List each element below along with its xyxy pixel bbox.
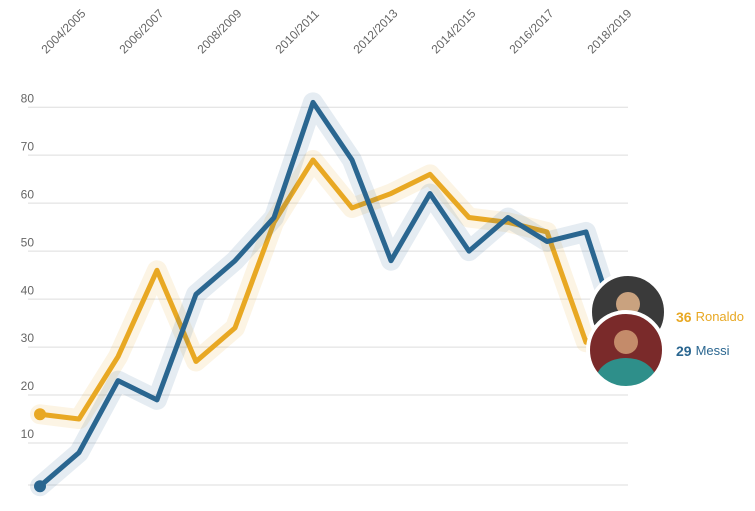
start-dot: [34, 480, 46, 493]
y-tick-label: 30: [21, 331, 35, 345]
photo-face: [616, 292, 640, 316]
x-tick-label: 2018/2019: [584, 6, 634, 56]
y-tick-label: 10: [21, 427, 35, 441]
end-label: 36 Ronaldo: [676, 309, 744, 325]
x-tick-label: 2014/2015: [428, 6, 478, 56]
end-name: Messi: [696, 343, 730, 358]
y-tick-label: 40: [21, 283, 35, 297]
photo-ring: [586, 310, 666, 390]
x-tick-label: 2006/2007: [116, 6, 166, 56]
line-glow: [30, 92, 635, 497]
y-tick-label: 50: [21, 235, 35, 249]
end-label: 29 Messi: [676, 343, 730, 359]
photo-body: [596, 358, 656, 388]
y-tick-label: 20: [21, 379, 35, 393]
y-tick-label: 60: [21, 187, 35, 201]
x-tick-label: 2012/2013: [350, 6, 400, 56]
photo-face: [614, 330, 638, 354]
player-photo: [588, 312, 664, 388]
end-name: Ronaldo: [696, 309, 744, 324]
y-tick-label: 80: [21, 91, 35, 105]
line: [38, 99, 628, 489]
x-tick-label: 2004/2005: [38, 6, 88, 56]
x-tick-label: 2008/2009: [194, 6, 244, 56]
end-value: 36: [676, 309, 692, 325]
y-tick-label: 70: [21, 139, 35, 153]
start-dot: [34, 408, 46, 421]
end-value: 29: [676, 343, 692, 359]
x-tick-label: 2010/2011: [272, 7, 322, 57]
x-tick-label: 2016/2017: [506, 6, 556, 56]
